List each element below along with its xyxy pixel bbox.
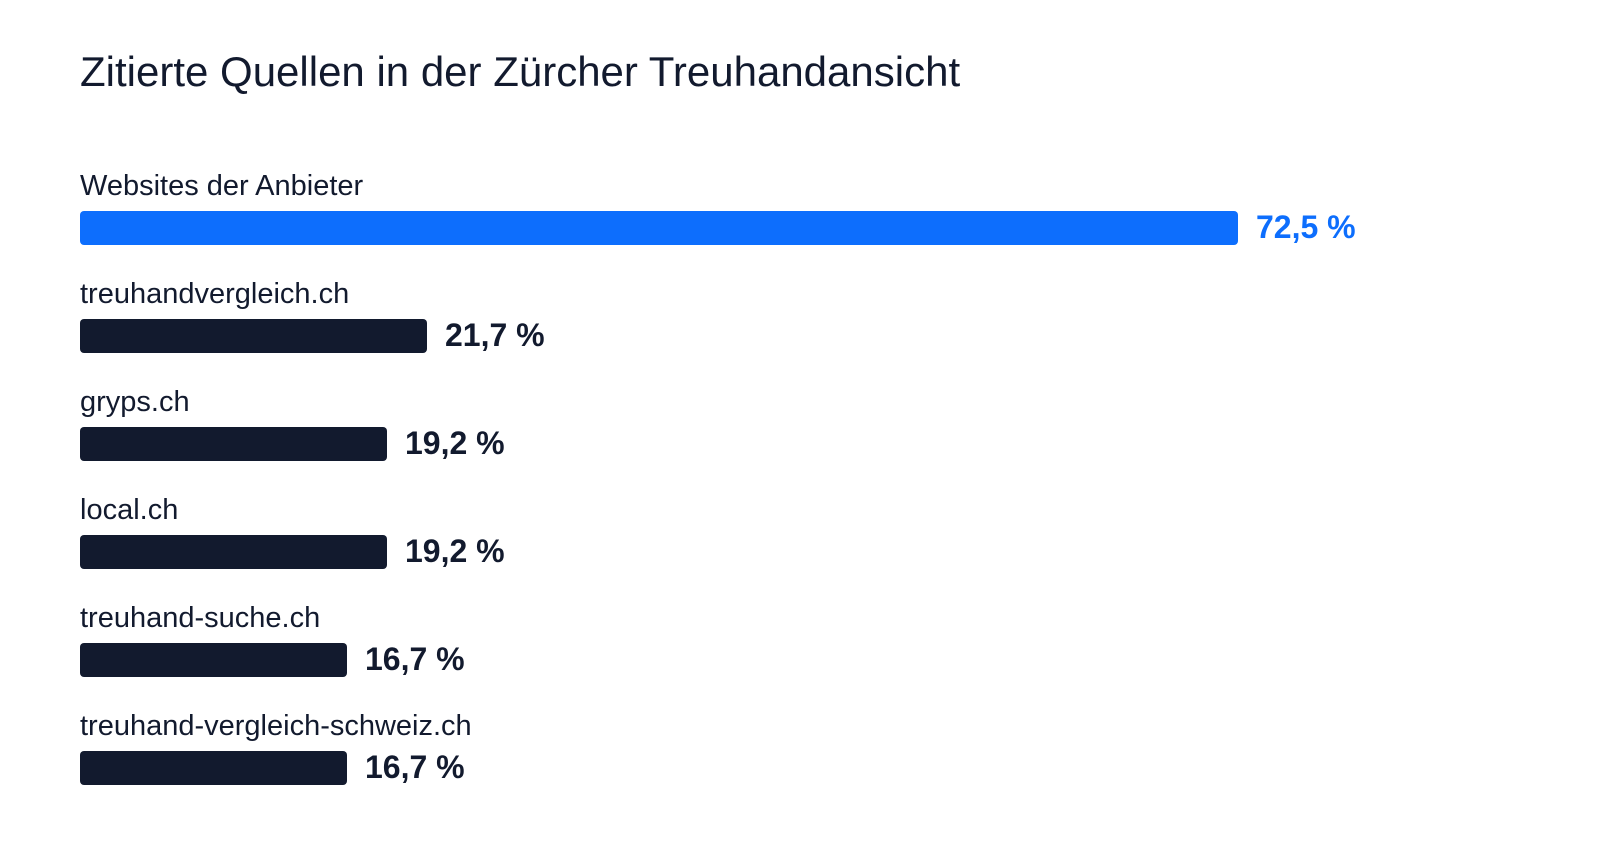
bar-value-label: 19,2 % [405,533,505,569]
bar-row: local.ch 19,2 % [80,492,1560,592]
bar-category-label: gryps.ch [80,386,190,418]
bar-row: treuhand-suche.ch 16,7 % [80,600,1560,700]
bar-value-label: 16,7 % [365,749,465,785]
bar-category-label: local.ch [80,494,179,526]
bar-value-label: 19,2 % [405,425,505,461]
bar [80,319,427,353]
bar-row: treuhandvergleich.ch 21,7 % [80,276,1560,376]
bar-category-label: treuhand-suche.ch [80,602,321,634]
bar-value-label: 16,7 % [365,641,465,677]
bar-value-label: 21,7 % [445,317,545,353]
bar-row: Websites der Anbieter 72,5 % [80,168,1560,268]
bar-category-label: treuhand-vergleich-schweiz.ch [80,710,472,742]
bar-value-label: 72,5 % [1256,209,1356,245]
bar [80,211,1238,245]
bar-row: treuhand-vergleich-schweiz.ch 16,7 % [80,708,1560,808]
bar-row: gryps.ch 19,2 % [80,384,1560,484]
bar-chart: Websites der Anbieter 72,5 % treuhandvergl… [80,0,1560,860]
bar [80,535,387,569]
bar-category-label: treuhandvergleich.ch [80,278,350,310]
bar-category-label: Websites der Anbieter [80,170,364,202]
bar [80,751,347,785]
chart-title: Zitierte Quellen in der Zürcher Treuhand… [80,48,961,95]
bar [80,427,387,461]
bar [80,643,347,677]
